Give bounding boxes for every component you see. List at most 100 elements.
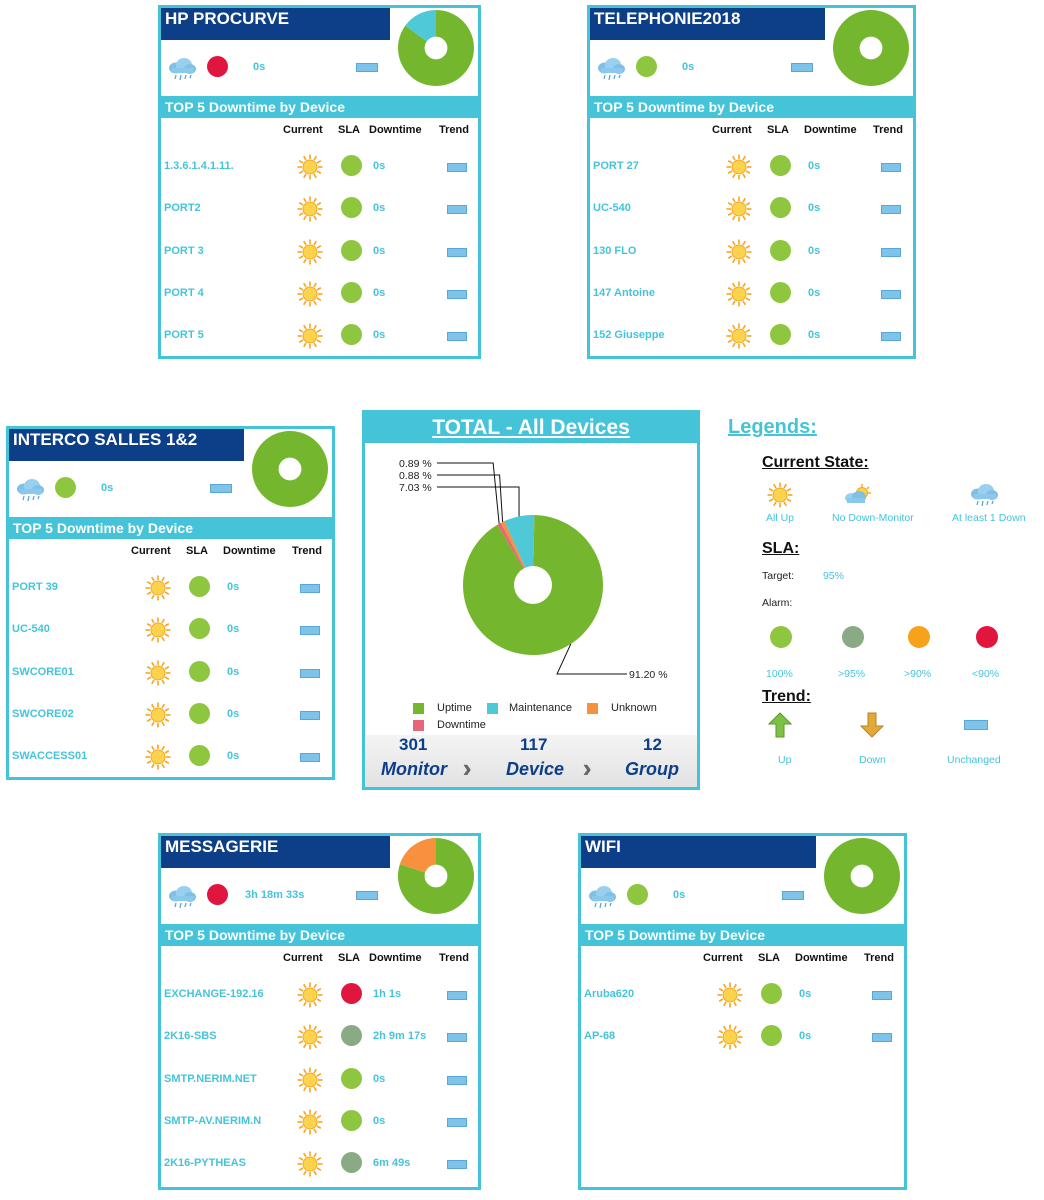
donut-slice-maintenance <box>405 10 436 48</box>
device-label: Device <box>506 759 565 779</box>
cloud-rain-icon <box>14 477 46 508</box>
table-row[interactable]: PORT 4 0s <box>161 278 478 308</box>
table-row[interactable]: Aruba620 0s <box>581 979 904 1009</box>
table-row[interactable]: PORT 27 0s <box>590 151 913 181</box>
table-row[interactable]: 1.3.6.1.4.1.11. 0s <box>161 151 478 181</box>
group-downtime: 0s <box>682 61 695 73</box>
sla-heading: SLA: <box>762 540 800 557</box>
table-row[interactable]: SMTP.NERIM.NET 0s <box>161 1064 478 1094</box>
table-row[interactable]: AP-68 0s <box>581 1021 904 1051</box>
device-name[interactable]: PORT 5 <box>164 329 204 342</box>
top5-band: TOP 5 Downtime by Device <box>581 924 904 946</box>
device-downtime: 2h 9m 17s <box>373 1030 427 1043</box>
device-downtime: 6m 49s <box>373 1157 411 1170</box>
device-name[interactable]: 130 FLO <box>593 244 637 257</box>
table-row[interactable]: PORT 5 0s <box>161 320 478 350</box>
panel-donut-chart <box>833 10 909 91</box>
device-name[interactable]: SMTP.NERIM.NET <box>164 1072 257 1085</box>
device-name[interactable]: UC-540 <box>12 623 50 636</box>
table-row[interactable]: SMTP-AV.NERIM.N 0s <box>161 1106 478 1136</box>
col-header-current: Current <box>283 124 323 136</box>
device-name[interactable]: PORT 4 <box>164 286 204 299</box>
device-name[interactable]: SWACCESS01 <box>12 750 88 763</box>
table-row[interactable]: 130 FLO 0s <box>590 236 913 266</box>
table-row[interactable]: 2K16-SBS 2h 9m 17s <box>161 1021 478 1051</box>
total-title: TOTAL - All Devices <box>365 413 697 443</box>
col-header-sla: SLA <box>338 952 360 964</box>
panel-donut-chart <box>824 838 900 919</box>
top5-band: TOP 5 Downtime by Device <box>161 96 478 118</box>
sla-legend-dot <box>908 626 930 648</box>
group-label: Group <box>625 759 679 779</box>
device-name[interactable]: SWCORE01 <box>12 665 74 678</box>
sla-legend-dot <box>842 626 864 648</box>
device-name[interactable]: 2K16-SBS <box>164 1030 217 1043</box>
legend-uptime-label: Uptime <box>437 702 472 714</box>
table-row[interactable]: 2K16-PYTHEAS 6m 49s <box>161 1148 478 1178</box>
device-name[interactable]: SMTP-AV.NERIM.N <box>164 1114 262 1127</box>
device-name[interactable]: UC-540 <box>593 202 631 215</box>
bar-unchanged-icon <box>881 163 901 172</box>
col-header-trend: Trend <box>439 952 469 964</box>
leader-line <box>556 643 627 675</box>
table-row[interactable]: EXCHANGE-192.16 1h 1s <box>161 979 478 1009</box>
device-name[interactable]: PORT 27 <box>593 160 639 172</box>
sla-dot <box>341 324 362 346</box>
device-name[interactable]: SWCORE02 <box>12 707 74 720</box>
col-header-downtime: Downtime <box>369 124 422 136</box>
table-row[interactable]: 147 Antoine 0s <box>590 278 913 308</box>
device-name[interactable]: 147 Antoine <box>593 286 655 299</box>
state-label: No Down-Monitor <box>832 512 914 524</box>
status-dot <box>636 56 657 77</box>
device-name[interactable]: 1.3.6.1.4.1.11. <box>164 160 234 172</box>
panel-donut-chart <box>252 431 328 512</box>
group-count: 12 <box>643 735 662 754</box>
device-downtime: 0s <box>808 329 821 342</box>
cloud-rain-icon <box>166 56 198 87</box>
table-row[interactable]: SWCORE01 0s <box>9 657 332 687</box>
table-row[interactable]: PORT2 0s <box>161 193 478 223</box>
table-row[interactable]: UC-540 0s <box>590 193 913 223</box>
table-row[interactable]: UC-540 0s <box>9 614 332 644</box>
leader-line <box>437 462 500 524</box>
device-name[interactable]: PORT 39 <box>12 581 58 593</box>
device-name[interactable]: AP-68 <box>584 1030 616 1043</box>
device-downtime: 0s <box>373 286 386 299</box>
device-name[interactable]: PORT 3 <box>164 244 204 257</box>
group-downtime: 3h 18m 33s <box>245 889 305 901</box>
device-name[interactable]: EXCHANGE-192.16 <box>164 988 264 1000</box>
sla-legend-dot <box>770 626 792 648</box>
col-header-current: Current <box>712 124 752 136</box>
device-downtime: 0s <box>799 1030 812 1043</box>
legend-unknown-label: Unknown <box>611 702 657 714</box>
sla-dot <box>770 197 791 219</box>
sla-dot <box>341 1152 362 1174</box>
sla-dot <box>341 239 362 261</box>
table-row[interactable]: SWACCESS01 0s <box>9 741 332 771</box>
table-row[interactable]: PORT 39 0s <box>9 572 332 602</box>
sla-target-label: Target: <box>762 570 795 582</box>
bar-unchanged-icon <box>447 247 467 257</box>
monitor-count: 301 <box>399 735 428 754</box>
device-name[interactable]: 2K16-PYTHEAS <box>164 1157 246 1170</box>
table-row[interactable]: PORT 3 0s <box>161 236 478 266</box>
legend-unknown-swatch <box>587 703 598 714</box>
table-row[interactable]: 152 Giuseppe 0s <box>590 320 913 350</box>
sla-dot <box>189 745 210 767</box>
legend-downtime-swatch <box>413 720 424 731</box>
table-row[interactable]: SWCORE02 0s <box>9 699 332 729</box>
sun-icon <box>297 1151 323 1177</box>
cloud-rain-icon <box>166 884 198 915</box>
sun-cloud-icon <box>842 482 874 513</box>
device-name[interactable]: PORT2 <box>164 202 201 215</box>
sla-legend-dot <box>976 626 998 648</box>
col-header-sla: SLA <box>338 124 360 136</box>
device-name[interactable]: Aruba620 <box>584 988 635 1000</box>
sla-dot <box>189 576 210 597</box>
leader-line <box>437 486 520 517</box>
current-state-heading: Current State: <box>762 454 869 471</box>
legend-maintenance-swatch <box>487 703 498 714</box>
pie-label-maintenance: 7.03 % <box>399 482 432 494</box>
device-downtime: 1h 1s <box>373 988 402 1000</box>
device-name[interactable]: 152 Giuseppe <box>593 329 665 342</box>
